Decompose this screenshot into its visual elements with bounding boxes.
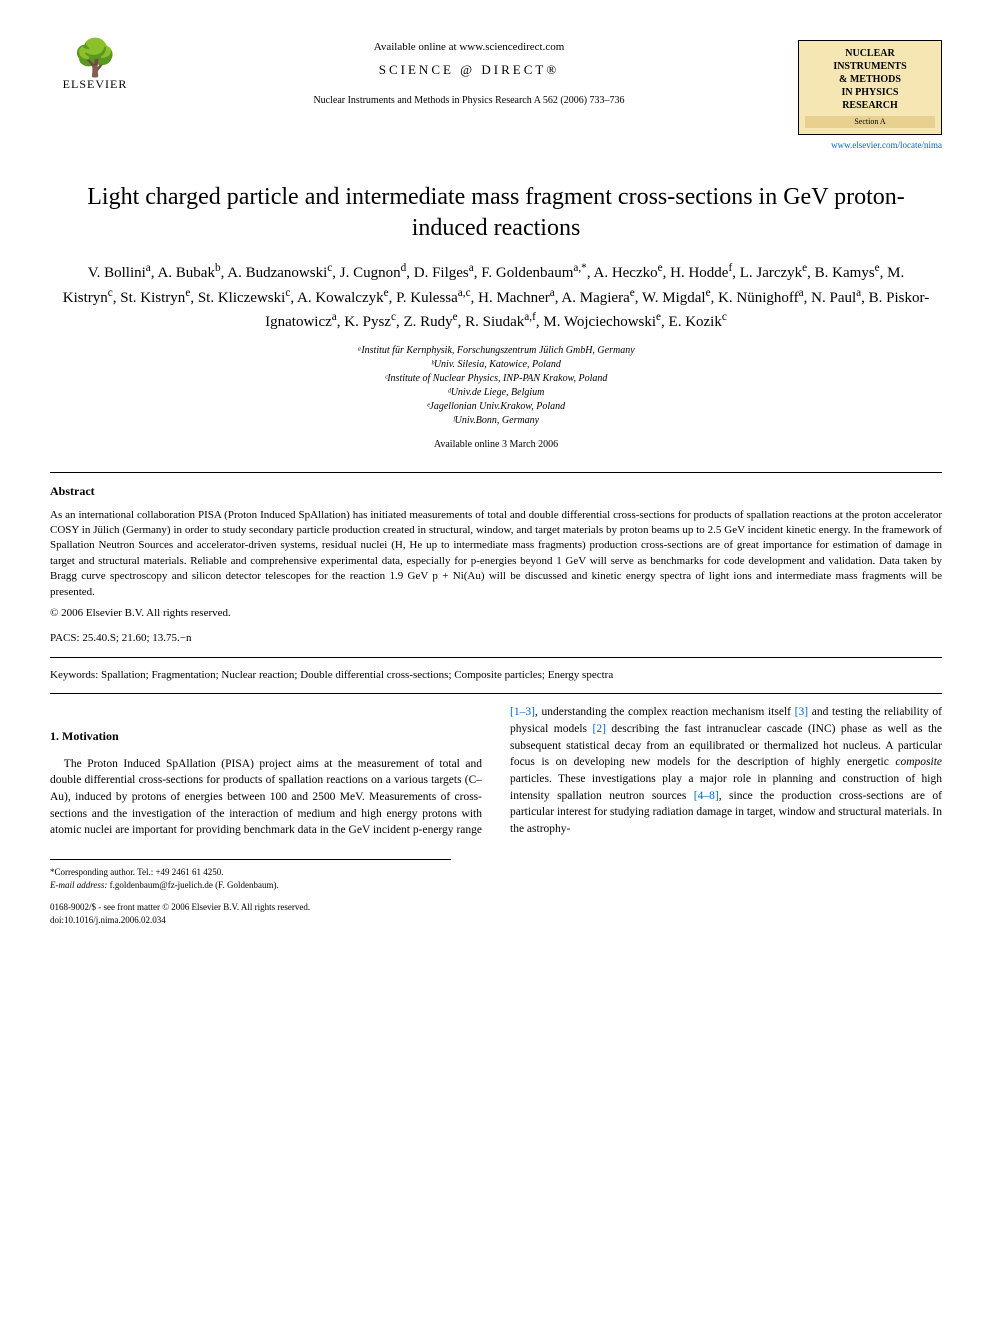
- affiliation: ᵇUniv. Silesia, Katowice, Poland: [50, 358, 942, 372]
- journal-title-line: INSTRUMENTS: [805, 60, 935, 73]
- abstract-body: As an international collaboration PISA (…: [50, 508, 942, 600]
- journal-title-line: NUCLEAR: [805, 47, 935, 60]
- affiliation: ᵃInstitut für Kernphysik, Forschungszent…: [50, 344, 942, 358]
- corresponding-author: *Corresponding author. Tel.: +49 2461 61…: [50, 866, 451, 879]
- journal-url-link[interactable]: www.elsevier.com/locate/nima: [798, 139, 942, 152]
- issn-line: 0168-9002/$ - see front matter © 2006 El…: [50, 901, 451, 914]
- divider: [50, 657, 942, 658]
- abstract-copyright: © 2006 Elsevier B.V. All rights reserved…: [50, 606, 942, 621]
- journal-section: Section A: [805, 116, 935, 128]
- elsevier-tree-icon: 🌳: [50, 40, 140, 76]
- body-columns: 1. Motivation The Proton Induced SpAllat…: [50, 704, 942, 839]
- doi-block: 0168-9002/$ - see front matter © 2006 El…: [50, 901, 451, 926]
- center-header: Available online at www.sciencedirect.co…: [140, 40, 798, 108]
- publisher-name: ELSEVIER: [50, 76, 140, 93]
- doi-text: doi:10.1016/j.nima.2006.02.034: [50, 914, 451, 927]
- motivation-paragraph: The Proton Induced SpAllation (PISA) pro…: [50, 704, 942, 839]
- available-date: Available online 3 March 2006: [50, 438, 942, 452]
- pacs-line: PACS: 25.40.S; 21.60; 13.75.−n: [50, 631, 942, 646]
- email-address[interactable]: f.goldenbaum@fz-juelich.de (F. Goldenbau…: [110, 880, 279, 890]
- abstract-heading: Abstract: [50, 483, 942, 500]
- affiliation: ᵈUniv.de Liege, Belgium: [50, 386, 942, 400]
- keywords-value: Spallation; Fragmentation; Nuclear react…: [101, 669, 613, 681]
- divider: [50, 472, 942, 473]
- journal-box-container: NUCLEAR INSTRUMENTS & METHODS IN PHYSICS…: [798, 40, 942, 152]
- citation-text: Nuclear Instruments and Methods in Physi…: [140, 94, 798, 108]
- authors-list: V. Bollinia, A. Bubakb, A. Budzanowskic,…: [60, 260, 932, 334]
- affiliation: ᵉJagellonian Univ.Krakow, Poland: [50, 400, 942, 414]
- header-row: 🌳 ELSEVIER Available online at www.scien…: [50, 40, 942, 152]
- pacs-label: PACS:: [50, 632, 80, 644]
- journal-title-line: & METHODS: [805, 73, 935, 86]
- section-heading-motivation: 1. Motivation: [50, 728, 482, 745]
- journal-box: NUCLEAR INSTRUMENTS & METHODS IN PHYSICS…: [798, 40, 942, 135]
- journal-title-line: IN PHYSICS: [805, 86, 935, 99]
- affiliations-list: ᵃInstitut für Kernphysik, Forschungszent…: [50, 344, 942, 428]
- keywords-line: Keywords: Spallation; Fragmentation; Nuc…: [50, 668, 942, 683]
- journal-title-line: RESEARCH: [805, 99, 935, 112]
- divider: [50, 693, 942, 694]
- email-line: E-mail address: f.goldenbaum@fz-juelich.…: [50, 879, 451, 892]
- keywords-label: Keywords:: [50, 669, 98, 681]
- available-online-text: Available online at www.sciencedirect.co…: [140, 40, 798, 55]
- affiliation: ᶜInstitute of Nuclear Physics, INP-PAN K…: [50, 372, 942, 386]
- pacs-value: 25.40.S; 21.60; 13.75.−n: [82, 632, 191, 644]
- footer-notes: *Corresponding author. Tel.: +49 2461 61…: [50, 859, 451, 891]
- email-label: E-mail address:: [50, 880, 107, 890]
- publisher-logo: 🌳 ELSEVIER: [50, 40, 140, 93]
- affiliation: ᶠUniv.Bonn, Germany: [50, 414, 942, 428]
- sciencedirect-logo: SCIENCE @ DIRECT®: [140, 61, 798, 79]
- article-title: Light charged particle and intermediate …: [70, 182, 922, 244]
